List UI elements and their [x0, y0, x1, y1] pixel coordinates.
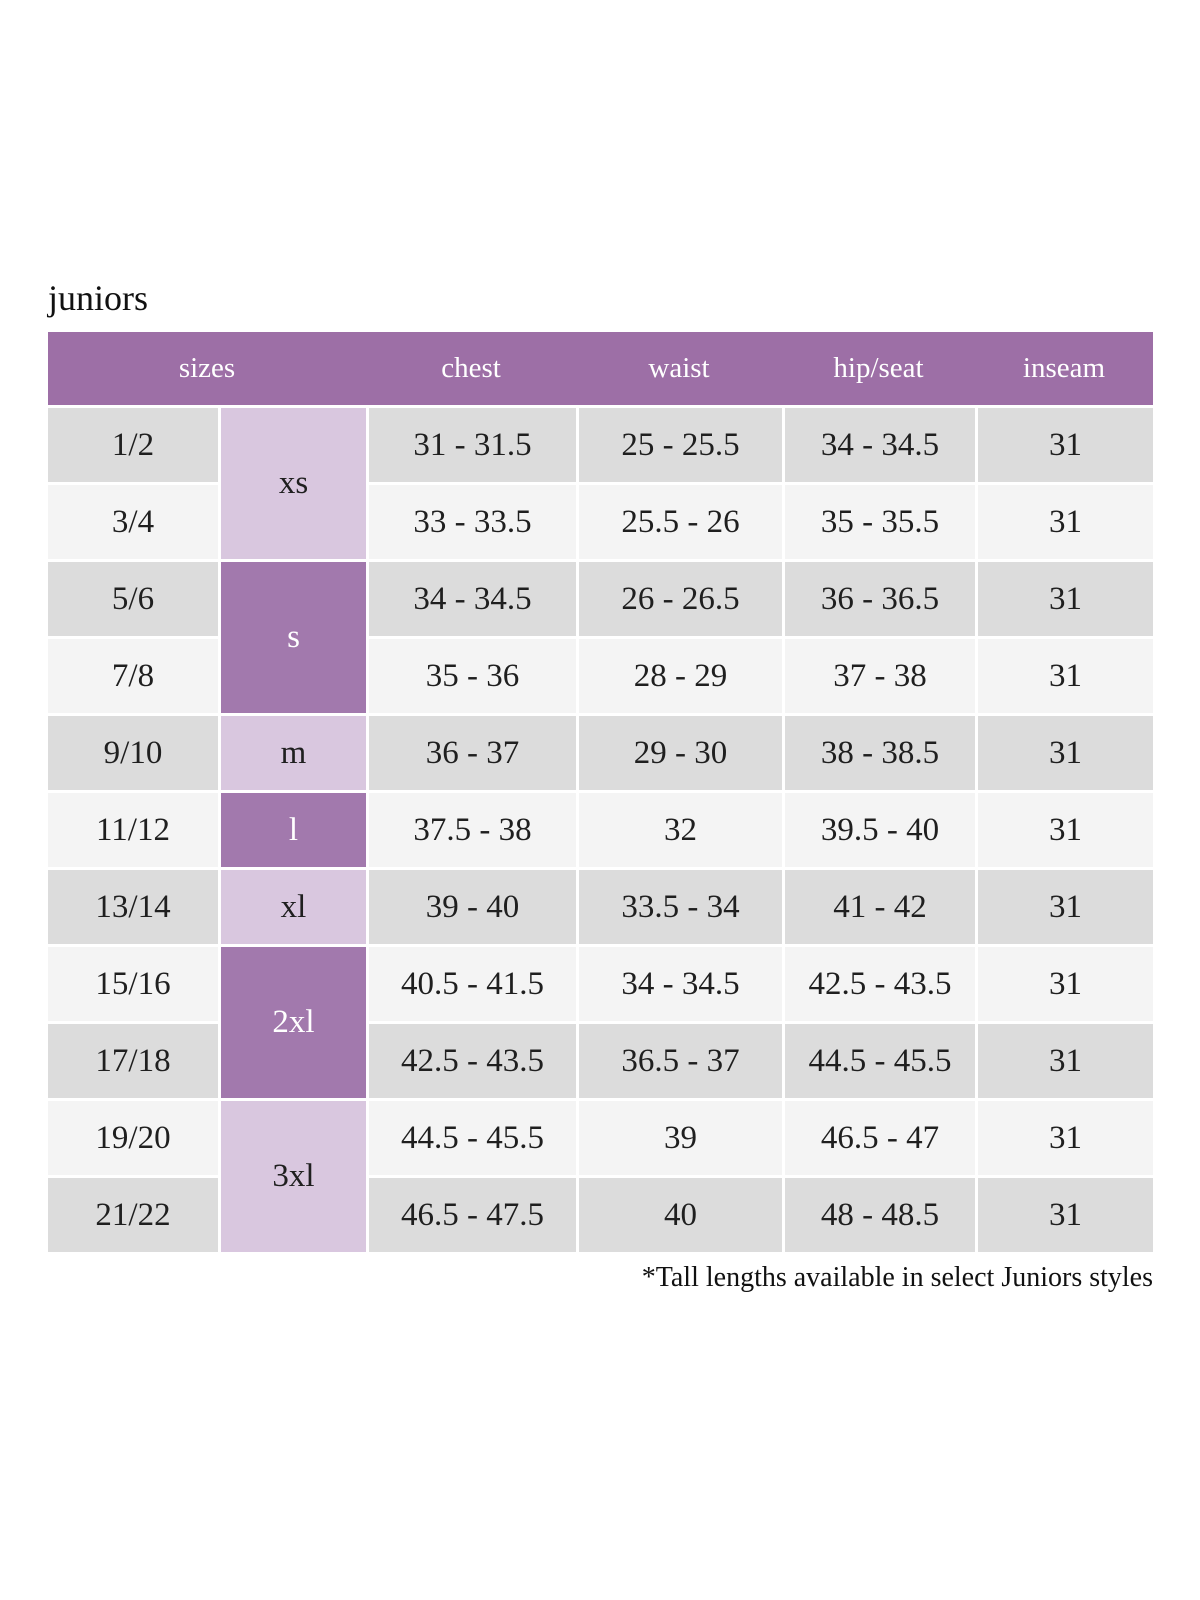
page-title: juniors [48, 278, 149, 318]
size-table-body: 1/2 xs 31 - 31.5 25 - 25.5 34 - 34.5 31 3/4 33 … [48, 405, 1153, 1252]
chest-cell: 44.5 - 45.5 [366, 1098, 576, 1175]
inseam-cell: 31 [975, 790, 1153, 867]
table-row: 7/8 35 - 36 28 - 29 37 - 38 31 [48, 636, 1153, 713]
waist-cell: 29 - 30 [576, 713, 782, 790]
hip-seat-cell: 35 - 35.5 [782, 482, 975, 559]
table-header-row: sizes chest waist hip/seat inseam [48, 332, 1153, 405]
numeric-size-cell: 15/16 [48, 944, 218, 1021]
header-chest: chest [366, 332, 576, 405]
table-row: 9/10 m 36 - 37 29 - 30 38 - 38.5 31 [48, 713, 1153, 790]
inseam-cell: 31 [975, 713, 1153, 790]
table-row: 13/14 xl 39 - 40 33.5 - 34 41 - 42 31 [48, 867, 1153, 944]
inseam-cell: 31 [975, 482, 1153, 559]
inseam-cell: 31 [975, 1175, 1153, 1252]
waist-cell: 25 - 25.5 [576, 405, 782, 482]
waist-cell: 36.5 - 37 [576, 1021, 782, 1098]
hip-seat-cell: 36 - 36.5 [782, 559, 975, 636]
waist-cell: 39 [576, 1098, 782, 1175]
waist-cell: 33.5 - 34 [576, 867, 782, 944]
hip-seat-cell: 38 - 38.5 [782, 713, 975, 790]
chest-cell: 33 - 33.5 [366, 482, 576, 559]
letter-size-cell: m [218, 713, 366, 790]
chest-cell: 36 - 37 [366, 713, 576, 790]
size-chart-page: juniors sizes chest waist hip/seat insea… [48, 278, 1153, 1293]
inseam-cell: 31 [975, 636, 1153, 713]
numeric-size-cell: 17/18 [48, 1021, 218, 1098]
table-row: 3/4 33 - 33.5 25.5 - 26 35 - 35.5 31 [48, 482, 1153, 559]
numeric-size-cell: 5/6 [48, 559, 218, 636]
chest-cell: 39 - 40 [366, 867, 576, 944]
chest-cell: 31 - 31.5 [366, 405, 576, 482]
hip-seat-cell: 37 - 38 [782, 636, 975, 713]
inseam-cell: 31 [975, 944, 1153, 1021]
waist-cell: 26 - 26.5 [576, 559, 782, 636]
inseam-cell: 31 [975, 1021, 1153, 1098]
header-waist: waist [576, 332, 782, 405]
waist-cell: 34 - 34.5 [576, 944, 782, 1021]
chest-cell: 35 - 36 [366, 636, 576, 713]
hip-seat-cell: 44.5 - 45.5 [782, 1021, 975, 1098]
hip-seat-cell: 39.5 - 40 [782, 790, 975, 867]
hip-seat-cell: 34 - 34.5 [782, 405, 975, 482]
table-row: 5/6 s 34 - 34.5 26 - 26.5 36 - 36.5 31 [48, 559, 1153, 713]
footnote: *Tall lengths available in select Junior… [641, 1262, 1153, 1293]
letter-size-cell: xs [218, 405, 366, 559]
letter-size-cell: 3xl [218, 1098, 366, 1252]
table-row: 19/20 3xl 44.5 - 45.5 39 46.5 - 47 31 [48, 1098, 1153, 1252]
size-chart-table: sizes chest waist hip/seat inseam 1/2 xs 3… [48, 332, 1153, 1252]
waist-cell: 32 [576, 790, 782, 867]
chest-cell: 46.5 - 47.5 [366, 1175, 576, 1252]
letter-size-cell: 2xl [218, 944, 366, 1098]
chest-cell: 40.5 - 41.5 [366, 944, 576, 1021]
inseam-cell: 31 [975, 867, 1153, 944]
numeric-size-cell: 21/22 [48, 1175, 218, 1252]
table-row: 1/2 xs 31 - 31.5 25 - 25.5 34 - 34.5 31 [48, 405, 1153, 559]
table-row: 21/22 46.5 - 47.5 40 48 - 48.5 31 [48, 1175, 1153, 1252]
table-row: 15/16 2xl 40.5 - 41.5 34 - 34.5 42.5 - 43.5 3… [48, 944, 1153, 1098]
waist-cell: 25.5 - 26 [576, 482, 782, 559]
numeric-size-cell: 13/14 [48, 867, 218, 944]
numeric-size-cell: 3/4 [48, 482, 218, 559]
waist-cell: 28 - 29 [576, 636, 782, 713]
numeric-size-cell: 11/12 [48, 790, 218, 867]
chest-cell: 42.5 - 43.5 [366, 1021, 576, 1098]
inseam-cell: 31 [975, 405, 1153, 482]
numeric-size-cell: 19/20 [48, 1098, 218, 1175]
table-row: 17/18 42.5 - 43.5 36.5 - 37 44.5 - 45.5 31 [48, 1021, 1153, 1098]
hip-seat-cell: 42.5 - 43.5 [782, 944, 975, 1021]
table-row: 11/12 l 37.5 - 38 32 39.5 - 40 31 [48, 790, 1153, 867]
numeric-size-cell: 7/8 [48, 636, 218, 713]
numeric-size-cell: 9/10 [48, 713, 218, 790]
header-inseam: inseam [975, 332, 1153, 405]
inseam-cell: 31 [975, 559, 1153, 636]
header-sizes: sizes [48, 332, 366, 405]
chest-cell: 34 - 34.5 [366, 559, 576, 636]
letter-size-cell: l [218, 790, 366, 867]
hip-seat-cell: 48 - 48.5 [782, 1175, 975, 1252]
letter-size-cell: s [218, 559, 366, 713]
hip-seat-cell: 41 - 42 [782, 867, 975, 944]
numeric-size-cell: 1/2 [48, 405, 218, 482]
hip-seat-cell: 46.5 - 47 [782, 1098, 975, 1175]
header-hip-seat: hip/seat [782, 332, 975, 405]
chest-cell: 37.5 - 38 [366, 790, 576, 867]
letter-size-cell: xl [218, 867, 366, 944]
waist-cell: 40 [576, 1175, 782, 1252]
inseam-cell: 31 [975, 1098, 1153, 1175]
